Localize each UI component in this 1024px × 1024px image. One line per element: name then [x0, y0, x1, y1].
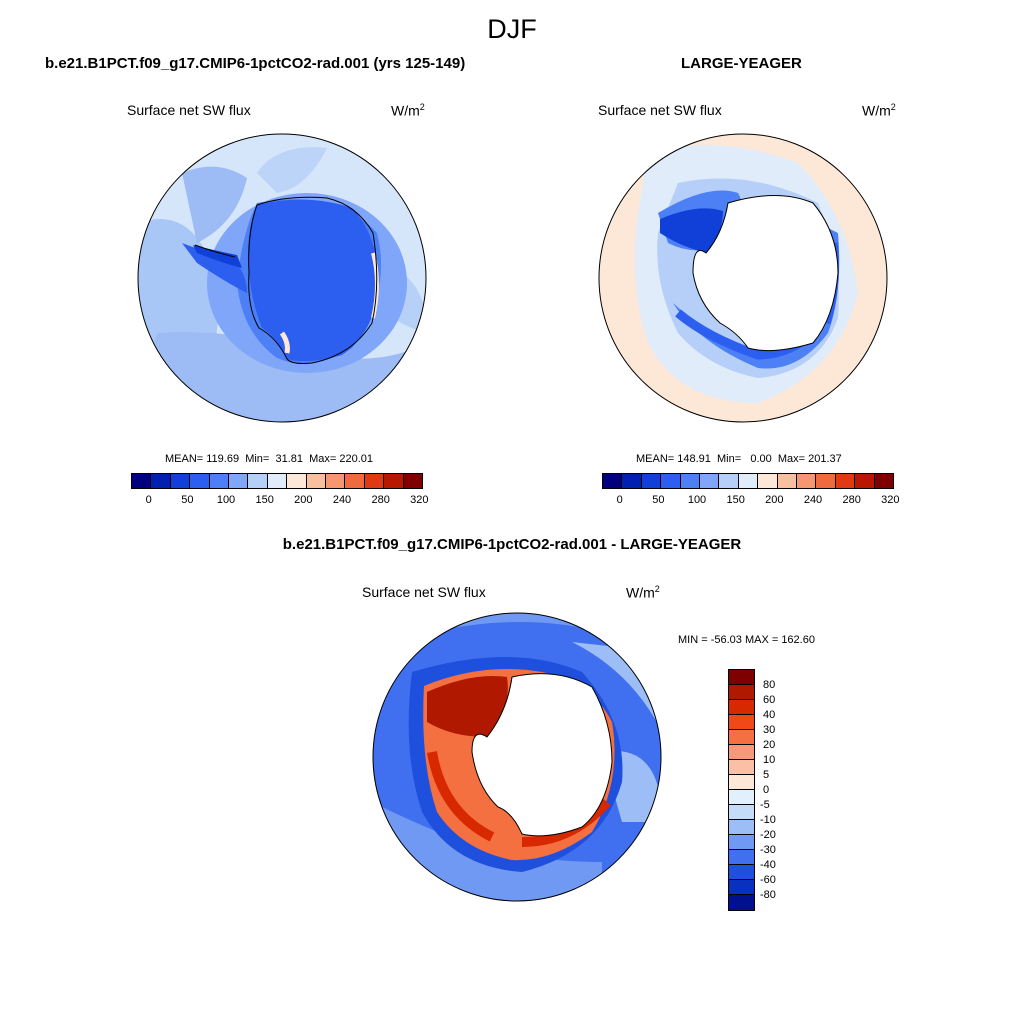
- model-colorbar-swatch: [306, 474, 327, 488]
- model-colorbar-tick-label: 200: [294, 494, 313, 506]
- model-colorbar-swatch: [151, 474, 171, 488]
- obs-colorbar-tick-label: 50: [652, 494, 665, 506]
- obs-colorbar-tick-label: 200: [765, 494, 784, 506]
- model-colorbar-tick-label: 320: [410, 494, 429, 506]
- obs-colorbar-swatch: [700, 474, 720, 488]
- diff-colorbar-tick-label: 40: [763, 709, 776, 721]
- model-stats: MEAN= 119.69 Min= 31.81 Max= 220.01: [165, 453, 374, 465]
- diff-colorbar-tick-label: -20: [760, 829, 776, 841]
- obs-colorbar-swatch: [680, 474, 701, 488]
- diff-colorbar-tick-label: 5: [763, 769, 770, 781]
- diff-units-label: W/m2: [626, 584, 660, 601]
- obs-colorbar-swatch: [603, 474, 623, 488]
- model-colorbar-swatch: [248, 474, 268, 488]
- model-colorbar-tick-label: 0: [145, 494, 152, 506]
- model-colorbar-swatch: [345, 474, 365, 488]
- diff-colorbar-swatch: [729, 895, 754, 910]
- obs-colorbar-tick-label: 280: [842, 494, 861, 506]
- obs-colorbar-swatch: [661, 474, 681, 488]
- diff-colorbar-swatch: [729, 670, 754, 685]
- diff-colorbar-swatch: [729, 865, 754, 880]
- model-colorbar-swatch: [229, 474, 249, 488]
- diff-colorbar-tick-label: -10: [760, 814, 776, 826]
- obs-colorbar-swatch: [641, 474, 662, 488]
- model-colorbar-tick-label: 240: [332, 494, 352, 506]
- diff-polar-map: [372, 612, 662, 902]
- model-colorbar-tick-label: 50: [181, 494, 194, 506]
- diff-colorbar-tick-label: -40: [760, 859, 776, 871]
- obs-colorbar-swatch: [855, 474, 875, 488]
- diff-colorbar-swatch: [729, 760, 754, 775]
- model-colorbar-swatch: [267, 474, 288, 488]
- diff-colorbar-swatch: [729, 700, 754, 715]
- obs-stats: MEAN= 148.91 Min= 0.00 Max= 201.37: [636, 453, 842, 465]
- obs-colorbar-swatch: [738, 474, 759, 488]
- figure-title: DJF: [487, 14, 537, 44]
- model-polar-map: [137, 133, 427, 423]
- model-colorbar-swatch: [209, 474, 230, 488]
- obs-colorbar-swatch: [777, 474, 798, 488]
- diff-panel-title: b.e21.B1PCT.f09_g17.CMIP6-1pctCO2-rad.00…: [282, 536, 742, 553]
- diff-stats: MIN = -56.03 MAX = 162.60: [678, 634, 815, 646]
- diff-colorbar-swatch: [729, 745, 754, 760]
- diff-colorbar-swatch: [729, 850, 754, 865]
- obs-colorbar-tick-label: 320: [881, 494, 900, 506]
- diff-colorbar-swatch: [729, 715, 754, 730]
- model-colorbar-swatch: [132, 474, 152, 488]
- diff-colorbar-tick-label: -30: [760, 844, 776, 856]
- diff-colorbar-ticks: 80 60 40 30 20 10 5 0 -5 -10 -20 -30 -40 -60 -80: [760, 669, 800, 911]
- model-colorbar-ticks: 0 50 100 150 200 240 280 320: [131, 494, 429, 508]
- obs-colorbar-swatch: [797, 474, 817, 488]
- diff-colorbar-swatch: [729, 685, 754, 700]
- model-colorbar-tick-label: 150: [255, 494, 274, 506]
- model-colorbar-swatch: [326, 474, 346, 488]
- diff-colorbar-swatch: [729, 835, 754, 850]
- diff-colorbar-tick-label: 0: [763, 784, 770, 796]
- model-colorbar-swatch: [190, 474, 210, 488]
- model-colorbar-tick-label: 280: [371, 494, 390, 506]
- model-colorbar: [131, 473, 423, 489]
- diff-colorbar-tick-label: -60: [760, 874, 776, 886]
- obs-colorbar-swatch: [719, 474, 739, 488]
- diff-colorbar-tick-label: 30: [763, 724, 776, 736]
- obs-colorbar: [602, 473, 894, 489]
- diff-colorbar-tick-label: -80: [760, 889, 776, 901]
- diff-colorbar-swatch: [729, 805, 754, 820]
- obs-colorbar-tick-label: 240: [803, 494, 823, 506]
- obs-units-label: W/m2: [862, 102, 896, 119]
- model-colorbar-swatch: [403, 474, 423, 488]
- obs-colorbar-swatch: [758, 474, 778, 488]
- model-units-label: W/m2: [391, 102, 425, 119]
- obs-colorbar-tick-label: 100: [687, 494, 707, 506]
- obs-colorbar-tick-label: 150: [726, 494, 745, 506]
- diff-colorbar-tick-label: 20: [763, 739, 776, 751]
- diff-colorbar-tick-label: 10: [763, 754, 776, 766]
- obs-colorbar-tick-label: 0: [616, 494, 623, 506]
- model-panel-title: b.e21.B1PCT.f09_g17.CMIP6-1pctCO2-rad.00…: [45, 55, 466, 72]
- model-colorbar-swatch: [364, 474, 385, 488]
- diff-colorbar-swatch: [729, 820, 754, 835]
- diff-colorbar-tick-label: 80: [763, 679, 776, 691]
- diff-variable-label: Surface net SW flux: [362, 584, 486, 600]
- model-colorbar-swatch: [384, 474, 404, 488]
- obs-colorbar-swatch: [874, 474, 894, 488]
- obs-panel-title: LARGE-YEAGER: [681, 55, 802, 72]
- diff-colorbar-tick-label: -5: [760, 799, 770, 811]
- obs-polar-map: [598, 133, 888, 423]
- diff-colorbar-swatch: [729, 880, 754, 895]
- diff-colorbar: [728, 669, 755, 911]
- model-colorbar-swatch: [287, 474, 307, 488]
- obs-colorbar-swatch: [835, 474, 856, 488]
- model-colorbar-swatch: [170, 474, 191, 488]
- obs-colorbar-ticks: 0 50 100 150 200 240 280 320: [602, 494, 900, 508]
- diff-colorbar-tick-label: 60: [763, 694, 776, 706]
- diff-colorbar-swatch: [729, 775, 754, 790]
- obs-colorbar-swatch: [622, 474, 642, 488]
- obs-colorbar-swatch: [816, 474, 836, 488]
- diff-colorbar-swatch: [729, 790, 754, 805]
- diff-colorbar-swatch: [729, 730, 754, 745]
- obs-variable-label: Surface net SW flux: [598, 102, 722, 118]
- model-variable-label: Surface net SW flux: [127, 102, 251, 118]
- model-colorbar-tick-label: 100: [216, 494, 236, 506]
